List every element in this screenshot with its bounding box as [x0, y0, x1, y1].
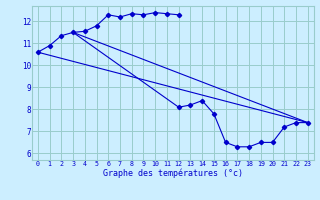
- X-axis label: Graphe des températures (°c): Graphe des températures (°c): [103, 168, 243, 178]
